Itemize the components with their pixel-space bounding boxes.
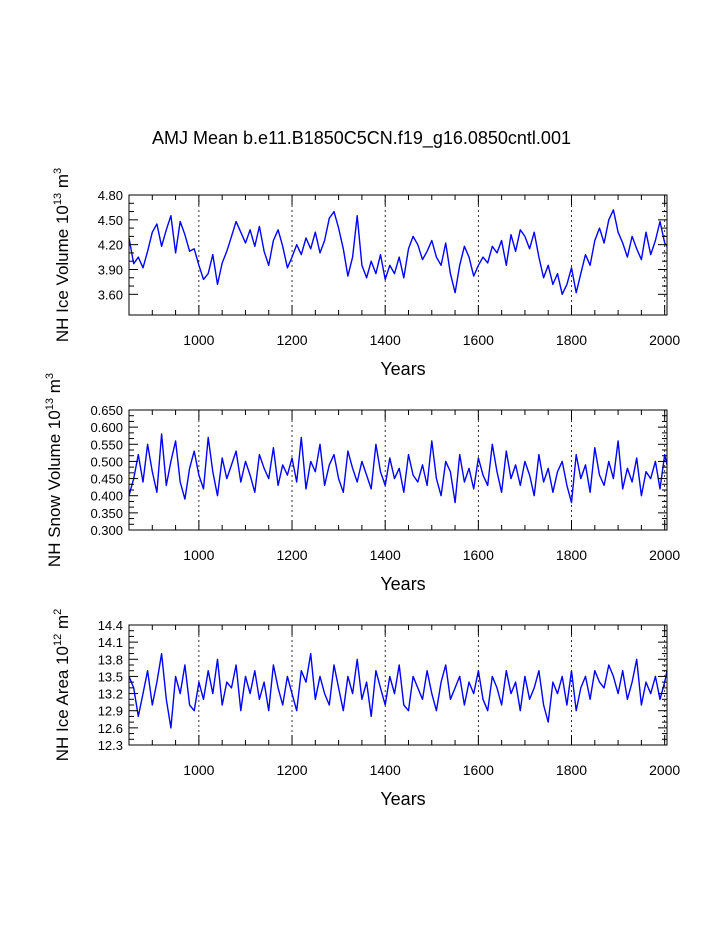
ice-area-axes-frame [128,624,668,746]
snow-volume-ylabel-part: 13 [44,398,56,410]
ice-volume-xtick-label: 1000 [183,332,214,348]
snow-volume-xtick-label: 1000 [183,547,214,563]
ice-area-ytick-label: 12.6 [98,721,123,736]
ice-volume-ytick-label: 3.90 [98,262,123,277]
snow-volume-xtick-label: 1200 [276,547,307,563]
ice-area-ytick-label: 13.5 [98,669,123,684]
ice-area-ylabel-part: m [53,615,72,634]
ice-area-ylabel-part: 2 [52,609,64,615]
ice-area-xtick-label: 1000 [183,762,214,778]
ice-area-ytick-label: 13.2 [98,687,123,702]
figure-title: AMJ Mean b.e11.B1850C5CN.f19_g16.0850cnt… [152,128,571,148]
ice-area-ytick-label: 14.1 [98,635,123,650]
ice-area-xlabel: Years [380,789,425,809]
ice-area-xtick-label: 1200 [276,762,307,778]
snow-volume-ylabel-part: 3 [44,373,56,379]
snow-volume-xtick-label: 1800 [556,547,587,563]
ice-volume-xlabel: Years [380,359,425,379]
ice-area-xtick-label: 2000 [649,762,680,778]
ice-volume-ytick-label: 4.20 [98,238,123,253]
ice-area-ylabel-part: 12 [52,634,64,646]
ice-area-ylabel: NH Ice Area 1012 m2 [52,609,72,762]
snow-volume-ytick-label: 0.350 [90,506,123,521]
snow-volume-ylabel-part: NH Snow Volume 10 [45,410,64,567]
ice-area-ytick-label: 13.8 [98,652,123,667]
ice-volume-xtick-label: 1200 [276,332,307,348]
ice-volume-ytick-label: 4.50 [98,213,123,228]
ice-volume-ylabel-part: m [53,174,72,193]
snow-volume-ytick-label: 0.650 [90,403,123,418]
ice-area-ylabel-part: NH Ice Area 10 [53,646,72,761]
ice-volume-ylabel-part: 3 [52,168,64,174]
snow-volume-ytick-label: 0.500 [90,454,123,469]
ice-area-panel: 1000 1200 1400 1600 1800 2000 12.3 12.6 12.9 13.2… [52,609,680,809]
ice-area-xtick-label: 1600 [463,762,494,778]
ice-volume-axes-frame [128,194,668,316]
snow-volume-ytick-label: 0.300 [90,523,123,538]
snow-volume-xtick-label: 2000 [649,547,680,563]
ice-volume-xtick-label: 1800 [556,332,587,348]
snow-volume-ytick-label: 0.400 [90,489,123,504]
snow-volume-series-line [128,433,668,504]
snow-volume-panel: 1000 1200 1400 1600 1800 2000 0.300 0.350 0.400 0… [44,373,680,594]
snow-volume-ylabel: NH Snow Volume 1013 m3 [44,373,64,567]
snow-volume-xlabel: Years [380,574,425,594]
ice-area-ytick-label: 12.3 [98,738,123,753]
ice-volume-xtick-label: 1400 [370,332,401,348]
ice-area-ytick-label: 14.4 [98,618,123,633]
snow-volume-ytick-label: 0.600 [90,420,123,435]
ice-volume-ylabel-part: NH Ice Volume 10 [53,205,72,342]
ice-volume-panel: 1000 1200 1400 1600 1800 2000 3.60 3.90 4.20 4.50… [52,168,680,379]
ice-volume-series-line [128,209,668,295]
ice-volume-xtick-label: 1600 [463,332,494,348]
ice-volume-ytick-label: 4.80 [98,188,123,203]
ice-volume-ytick-label: 3.60 [98,287,123,302]
snow-volume-axes-frame [128,409,668,531]
ice-area-ytick-label: 12.9 [98,704,123,719]
snow-volume-ylabel-part: m [45,379,64,398]
ice-volume-ylabel: NH Ice Volume 1013 m3 [52,168,72,342]
ice-area-xtick-label: 1800 [556,762,587,778]
snow-volume-ytick-label: 0.550 [90,437,123,452]
snow-volume-xtick-label: 1400 [370,547,401,563]
ice-volume-xtick-label: 2000 [649,332,680,348]
ice-area-xtick-label: 1400 [370,762,401,778]
snow-volume-ytick-label: 0.450 [90,472,123,487]
ice-area-series-line [128,652,668,729]
ice-volume-ylabel-part: 13 [52,193,64,205]
snow-volume-xtick-label: 1600 [463,547,494,563]
